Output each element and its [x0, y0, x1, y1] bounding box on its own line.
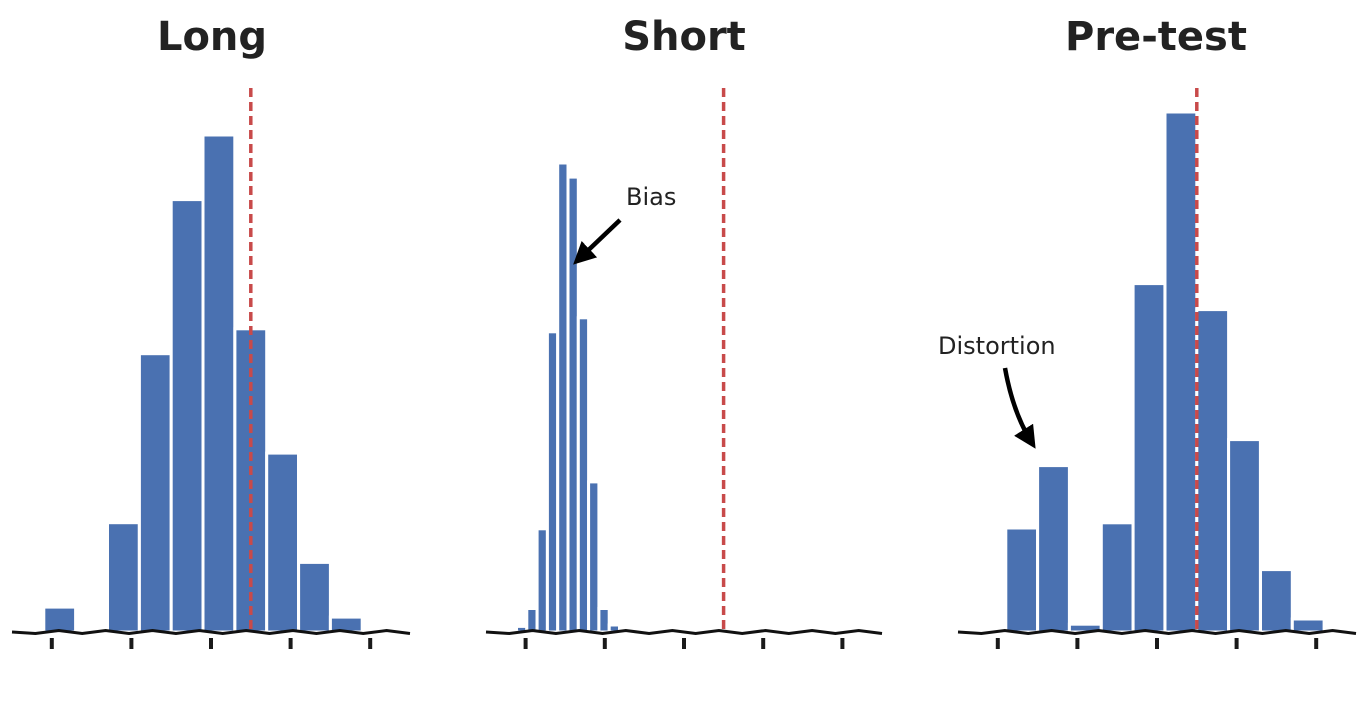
- panel-title: Pre-test: [1065, 14, 1247, 60]
- histogram-bar: [297, 560, 332, 634]
- histogram-bar: [137, 352, 173, 634]
- annotation-text: Bias: [626, 183, 676, 211]
- annotation-arrow: [1002, 367, 1036, 449]
- histogram-bar: [1099, 521, 1135, 634]
- x-axis-line: [485, 628, 883, 636]
- panel-title: Short: [622, 14, 746, 60]
- histogram-bar: [587, 480, 601, 634]
- histogram-bar: [556, 161, 570, 634]
- histogram-bar: [201, 133, 237, 634]
- histogram-bar: [1163, 110, 1199, 634]
- histogram-bar: [169, 198, 205, 634]
- x-axis-line: [957, 628, 1357, 636]
- histogram-bar: [597, 607, 611, 634]
- histogram-bar: [42, 605, 78, 634]
- histogram-bar: [1259, 568, 1294, 634]
- annotation-arrow: [573, 218, 622, 265]
- histogram-bar: [106, 521, 141, 634]
- histogram-bar: [1195, 308, 1231, 634]
- histogram-bar: [1004, 526, 1040, 634]
- panel-3: Pre-test Distortion: [938, 14, 1357, 649]
- histogram-bar: [1227, 438, 1262, 634]
- x-axis-line: [11, 628, 411, 636]
- histogram-bar: [525, 607, 539, 634]
- histogram-bar: [576, 316, 591, 634]
- histogram-bar: [1131, 282, 1167, 634]
- annotation-text: Distortion: [938, 332, 1056, 360]
- histogram-bar: [1290, 617, 1326, 634]
- panel-title: Long: [157, 14, 267, 60]
- histogram-bar: [1036, 464, 1071, 634]
- histogram-bar: [545, 330, 560, 634]
- panel-1: Long: [10, 14, 411, 649]
- histogram-bar: [566, 175, 580, 634]
- panel-2: Short Bias: [485, 14, 883, 649]
- histogram-bar: [535, 527, 549, 634]
- histogram-bar: [265, 451, 301, 634]
